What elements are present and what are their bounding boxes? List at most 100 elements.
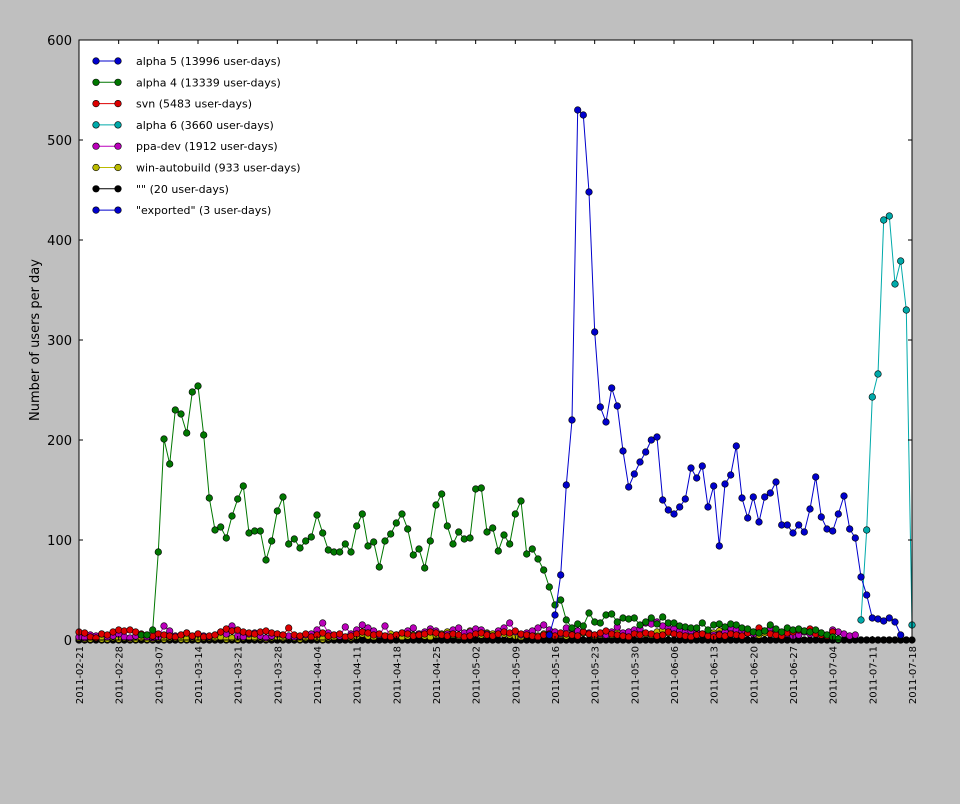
- legend-marker: [92, 99, 100, 108]
- data-point: [891, 618, 899, 626]
- data-point: [234, 495, 242, 503]
- data-point: [381, 622, 389, 630]
- data-point: [177, 410, 185, 418]
- legend-label: "exported" (3 user-days): [136, 204, 271, 217]
- data-point: [710, 482, 718, 490]
- y-tick-label: 500: [47, 134, 72, 149]
- x-tick-label: 2011-06-27: [789, 646, 800, 704]
- data-point: [613, 402, 621, 410]
- data-point: [211, 631, 219, 639]
- data-point: [761, 493, 769, 501]
- data-point: [715, 542, 723, 550]
- data-point: [698, 462, 706, 470]
- data-point: [902, 306, 910, 314]
- data-point: [715, 620, 723, 628]
- data-point: [863, 591, 871, 599]
- data-point: [370, 538, 378, 546]
- data-point: [772, 625, 780, 633]
- legend-entry: alpha 5 (13996 user-days): [92, 55, 281, 68]
- data-point: [166, 460, 174, 468]
- legend-label: ppa-dev (1912 user-days): [136, 140, 278, 153]
- y-tick-label: 400: [47, 234, 72, 249]
- x-tick-label: 2011-06-06: [670, 646, 681, 704]
- legend-entry: win-autobuild (933 user-days): [92, 162, 301, 175]
- data-point: [149, 626, 157, 634]
- legend-marker: [92, 57, 100, 65]
- data-point: [619, 447, 627, 455]
- x-tick-label: 2011-05-30: [630, 646, 641, 704]
- x-tick-label: 2011-05-02: [472, 646, 483, 704]
- data-point: [160, 622, 168, 630]
- data-point: [466, 534, 474, 542]
- data-point: [551, 601, 559, 609]
- x-tick-label: 2011-06-13: [710, 646, 721, 704]
- data-point: [840, 492, 848, 500]
- data-point: [693, 474, 701, 482]
- legend-entry: "exported" (3 user-days): [92, 204, 271, 217]
- data-point: [868, 393, 876, 401]
- data-point: [744, 514, 752, 522]
- data-point: [659, 613, 667, 621]
- data-point: [885, 614, 893, 622]
- data-point: [817, 513, 825, 521]
- data-point: [500, 531, 508, 539]
- data-point: [528, 545, 536, 553]
- y-tick-label: 600: [47, 34, 72, 49]
- data-point: [200, 431, 208, 439]
- data-point: [534, 624, 542, 632]
- data-point: [880, 216, 888, 224]
- legend-marker: [114, 163, 122, 172]
- data-point: [387, 530, 395, 538]
- legend-marker: [92, 163, 100, 172]
- data-point: [358, 510, 366, 518]
- x-tick-label: 2011-03-21: [234, 646, 245, 704]
- data-point: [795, 521, 803, 529]
- data-point: [398, 510, 406, 518]
- data-point: [477, 484, 485, 492]
- x-axis: 2011-02-21 2011-02-28 2011-03-07 2011-03-14…: [75, 40, 919, 704]
- x-tick-label: 2011-04-04: [313, 646, 324, 704]
- data-point: [489, 524, 497, 532]
- data-point: [863, 526, 871, 534]
- data-point: [217, 628, 225, 636]
- data-point: [392, 519, 400, 527]
- data-point: [596, 403, 604, 411]
- data-point: [307, 533, 315, 541]
- data-point: [727, 471, 735, 479]
- x-tick-label: 2011-02-21: [75, 646, 86, 704]
- y-tick-label: 300: [47, 334, 72, 349]
- data-point: [143, 631, 151, 639]
- data-point: [455, 528, 463, 536]
- data-point: [81, 629, 89, 637]
- data-point: [596, 619, 604, 627]
- data-point: [670, 619, 678, 627]
- data-point: [319, 619, 327, 627]
- data-point: [681, 495, 689, 503]
- legend-label: "" (20 user-days): [136, 183, 229, 196]
- data-point: [375, 563, 383, 571]
- data-point: [404, 525, 412, 533]
- legend-label: alpha 6 (3660 user-days): [136, 119, 274, 132]
- data-point: [160, 435, 168, 443]
- data-point: [755, 518, 763, 526]
- x-tick-label: 2011-03-28: [273, 646, 284, 704]
- data-point: [602, 418, 610, 426]
- data-point: [738, 632, 746, 640]
- data-point: [721, 480, 729, 488]
- data-point: [438, 490, 446, 498]
- data-point: [568, 624, 576, 632]
- data-point: [415, 545, 423, 553]
- data-point: [222, 534, 230, 542]
- data-point: [341, 623, 349, 631]
- data-point: [551, 611, 559, 619]
- data-point: [455, 624, 463, 632]
- legend: alpha 5 (13996 user-days) alpha 4 (13339 …: [92, 55, 301, 217]
- data-point: [897, 257, 905, 265]
- data-point: [653, 620, 661, 628]
- x-tick-label: 2011-05-16: [551, 646, 562, 704]
- data-point: [642, 448, 650, 456]
- data-point: [636, 458, 644, 466]
- data-point: [744, 625, 752, 633]
- data-point: [205, 494, 213, 502]
- data-point: [772, 478, 780, 486]
